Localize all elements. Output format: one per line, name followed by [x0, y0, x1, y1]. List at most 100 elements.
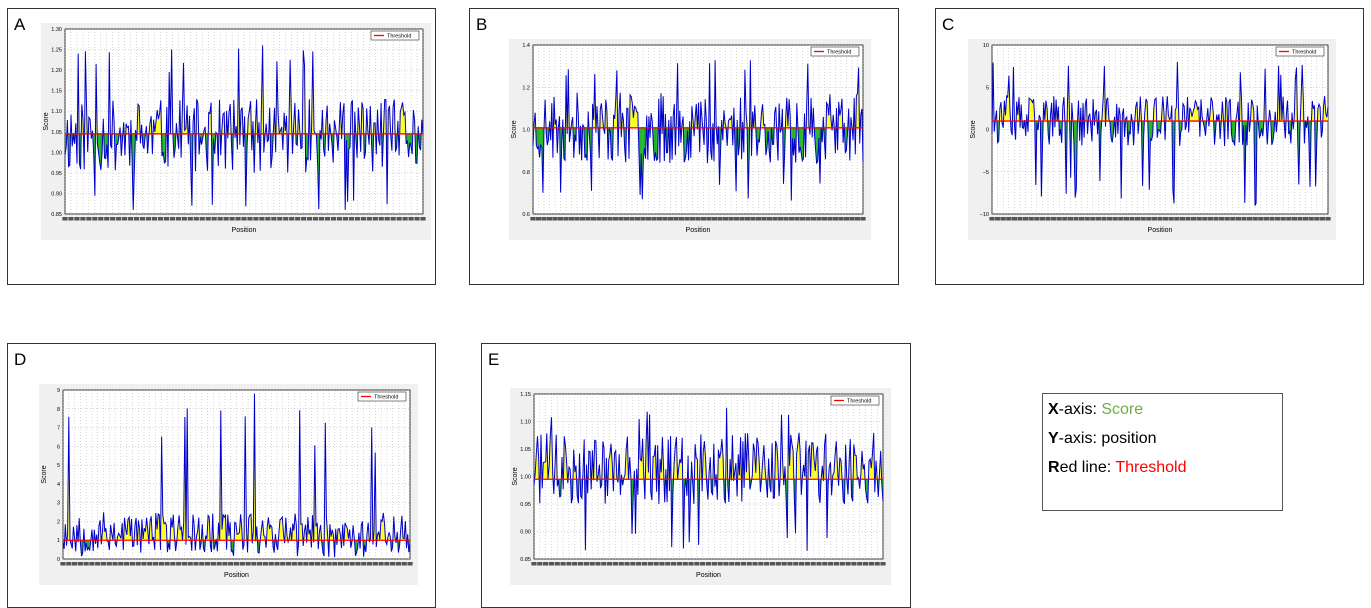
series-line: [64, 45, 424, 210]
fill-segment: [668, 439, 670, 492]
x-tick-label: [1123, 217, 1129, 221]
panel-c: C −10 −5 0 5 10 Position Score Threshold: [935, 8, 1364, 285]
x-tick-label: [645, 217, 652, 221]
y-tick-label: 1.20: [51, 68, 62, 74]
x-tick-label: [181, 217, 187, 221]
x-tick-label: [1112, 217, 1118, 221]
x-tick-label: [414, 217, 420, 221]
fill-segment: [858, 67, 860, 144]
chart-legend: Threshold: [830, 395, 880, 406]
x-tick-label: [211, 217, 217, 221]
fill-segment: [854, 455, 857, 480]
legend-label: Threshold: [374, 395, 398, 401]
x-tick-label: [618, 562, 624, 566]
fill-segment: [798, 127, 801, 153]
x-tick-label: [874, 562, 880, 566]
fill-segment: [594, 440, 596, 480]
x-tick-label: [554, 562, 560, 566]
x-tick-label: [688, 562, 694, 566]
x-tick-label: [566, 562, 572, 566]
fill-segment: [313, 445, 315, 543]
y-axis-label: Score: [511, 120, 518, 138]
x-tick-label: [579, 217, 586, 221]
x-tick-label: [1280, 217, 1286, 221]
legend-text: -axis:: [1058, 430, 1102, 447]
x-tick-label: [1291, 217, 1297, 221]
fill-segment: [1205, 120, 1207, 136]
x-tick-label: [798, 562, 805, 566]
x-tick-label: [857, 562, 863, 566]
fill-segment: [1259, 121, 1261, 138]
x-tick-label: [1028, 217, 1034, 221]
chart-a: 0.85 0.90 0.95 1.00 1.05 1.10 1.15 1.20 1.25 1.30…: [41, 23, 431, 240]
fill-segment: [1031, 99, 1033, 122]
fill-segment: [584, 127, 586, 158]
x-tick-label: [402, 217, 408, 221]
fill-segment: [1072, 119, 1075, 146]
x-tick-label: [262, 562, 269, 566]
fill-segment: [203, 540, 205, 552]
x-tick-label: [783, 217, 789, 221]
x-tick-label: [1269, 217, 1275, 221]
x-tick-label: [384, 562, 390, 566]
x-tick-label: [590, 217, 597, 221]
fill-segment: [713, 443, 715, 487]
x-tick-label: [1140, 217, 1146, 221]
panel-b: B 0.6 0.8 1.0 1.2 1.4 Position Score Threshold: [469, 8, 899, 285]
x-tick-label: [667, 217, 674, 221]
x-tick-label: [775, 562, 781, 566]
legend-label: Threshold: [847, 399, 871, 405]
fill-segment: [627, 436, 629, 480]
x-tick-label: [349, 562, 355, 566]
fill-segment: [180, 527, 182, 541]
panel-letter: E: [488, 350, 500, 369]
y-tick-label: 1.05: [520, 447, 531, 453]
legend-label: Threshold: [1292, 50, 1316, 56]
panel-a: A 0.85 0.90 0.95 1.00 1.05 1.10 1.15 1.20 1.25 1.…: [7, 8, 436, 285]
fill-segment: [758, 127, 760, 143]
x-tick-label: [1017, 217, 1023, 221]
x-tick-label: [1079, 217, 1085, 221]
x-tick-label: [1101, 217, 1107, 221]
x-tick-label: [301, 217, 307, 221]
x-tick-label: [583, 562, 589, 566]
x-tick-label: [746, 562, 752, 566]
x-tick-label: [128, 217, 134, 221]
legend-frame: [1275, 46, 1325, 57]
y-tick-label: 1.10: [51, 109, 62, 115]
y-tick-label: 10: [983, 43, 989, 49]
x-tick-label: [247, 217, 253, 221]
fill-segment: [811, 442, 813, 480]
fill-segment: [643, 473, 645, 500]
x-tick-label: [705, 562, 712, 566]
x-tick-label: [810, 562, 816, 566]
x-tick-label: [384, 217, 390, 221]
x-tick-label: [750, 217, 756, 221]
x-tick-label: [1000, 217, 1006, 221]
x-tick-label: [832, 217, 839, 221]
x-tick-label: [821, 217, 828, 221]
fill-segment: [1013, 66, 1015, 126]
x-tick-label: [552, 217, 558, 221]
x-tick-label: [74, 217, 80, 221]
x-tick-label: [95, 562, 101, 566]
x-tick-label: [651, 217, 657, 221]
x-tick-label: [1297, 217, 1303, 221]
y-tick-label: 0.90: [520, 530, 531, 536]
fill-segment: [835, 441, 837, 480]
fill-segment: [116, 133, 118, 145]
x-tick-label: [163, 217, 170, 221]
x-tick-label: [199, 562, 205, 566]
x-tick-label: [989, 217, 995, 221]
x-tick-label: [343, 562, 349, 566]
x-tick-label: [1213, 217, 1219, 221]
legend-key: X: [1048, 401, 1059, 418]
x-tick-label: [378, 562, 384, 566]
x-tick-label: [112, 562, 118, 566]
x-tick-label: [822, 562, 828, 566]
x-tick-label: [596, 217, 602, 221]
fill-segment: [630, 476, 633, 534]
x-tick-label: [862, 562, 869, 566]
fill-segment: [689, 121, 691, 158]
fill-segment: [380, 519, 383, 541]
